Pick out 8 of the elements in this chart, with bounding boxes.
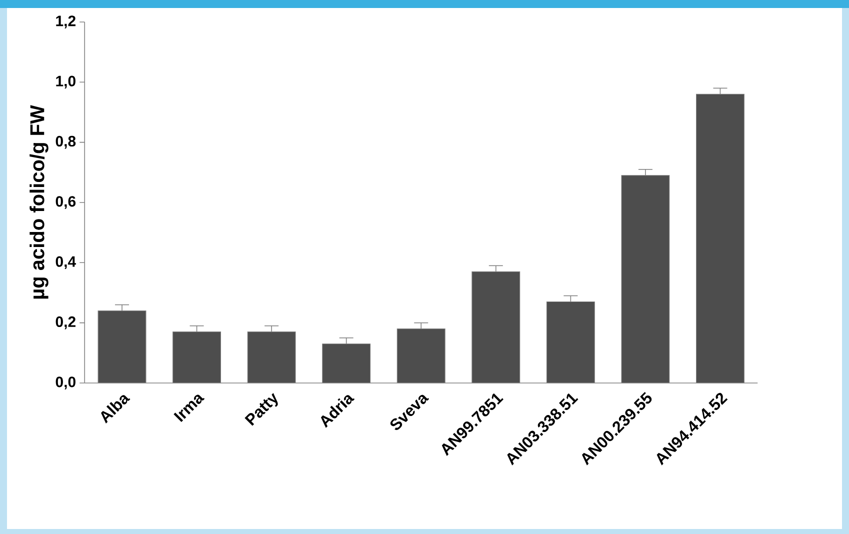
y-tick-label: 0,4 bbox=[56, 256, 76, 270]
y-tick-label: 0,8 bbox=[56, 136, 76, 149]
y-axis-title: µg acido folico/g FW bbox=[30, 105, 48, 299]
y-tick-label: 1,2 bbox=[56, 16, 76, 28]
y-tick-label: 1,0 bbox=[56, 76, 76, 89]
y-tick-label: 0,6 bbox=[56, 196, 76, 209]
y-tick-label: 0,2 bbox=[56, 316, 76, 330]
y-tick-label: 0,0 bbox=[56, 376, 76, 390]
